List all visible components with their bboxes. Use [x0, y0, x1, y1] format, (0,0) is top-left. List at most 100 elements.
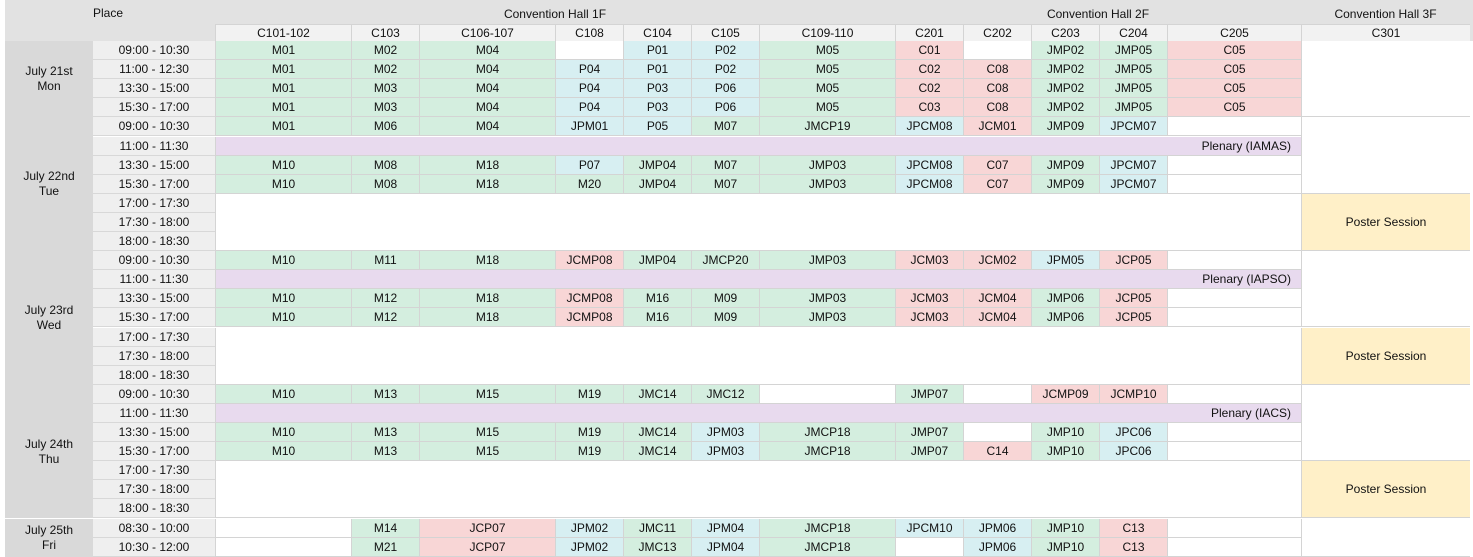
- session-cell: M05: [759, 98, 895, 118]
- session-cell: C08: [963, 79, 1031, 99]
- time-slot: 11:00 - 11:30: [93, 403, 215, 423]
- room-header: C204: [1099, 24, 1167, 41]
- session-cell: P06: [691, 79, 759, 99]
- session-cell: C01: [895, 41, 963, 61]
- empty-cell: [1301, 117, 1470, 194]
- session-cell: M01: [215, 41, 351, 61]
- room-header: C205: [1167, 24, 1301, 41]
- session-cell: M11: [351, 251, 419, 271]
- session-cell: M01: [215, 60, 351, 80]
- time-slot: 17:00 - 17:30: [93, 461, 215, 481]
- room-header: C101-102: [215, 24, 351, 41]
- session-cell: C05: [1167, 41, 1301, 61]
- session-cell: JPCM07: [1099, 174, 1167, 194]
- time-slot: 08:30 - 10:00: [93, 518, 215, 538]
- room-header: C108: [555, 24, 623, 41]
- session-cell: M10: [215, 289, 351, 309]
- session-cell: M10: [215, 384, 351, 404]
- session-cell: JMP03: [759, 289, 895, 309]
- session-cell: JCP05: [1099, 308, 1167, 328]
- time-slot: 13:30 - 15:00: [93, 79, 215, 99]
- room-header: C104: [623, 24, 691, 41]
- plenary-session: Plenary (IAMAS): [215, 136, 1301, 156]
- empty-cell: [1167, 155, 1301, 175]
- session-cell: C08: [963, 98, 1031, 118]
- session-cell: M07: [691, 117, 759, 137]
- session-cell: C07: [963, 155, 1031, 175]
- empty-cell: [215, 193, 1301, 252]
- session-cell: JMP09: [1031, 117, 1099, 137]
- session-cell: M16: [623, 289, 691, 309]
- session-cell: JPM01: [555, 117, 623, 137]
- room-header: C106-107: [419, 24, 555, 41]
- session-cell: C05: [1167, 79, 1301, 99]
- hall-header: Convention Hall 2F: [895, 4, 1301, 24]
- session-cell: M02: [351, 41, 419, 61]
- session-cell: M08: [351, 155, 419, 175]
- session-cell: JPC06: [1099, 423, 1167, 443]
- session-cell: JPM06: [963, 518, 1031, 538]
- empty-cell: [963, 423, 1031, 443]
- session-cell: JPM06: [963, 537, 1031, 557]
- session-cell: P04: [555, 79, 623, 99]
- session-cell: JMP02: [1031, 79, 1099, 99]
- session-cell: M05: [759, 79, 895, 99]
- session-cell: JMP07: [895, 423, 963, 443]
- empty-cell: [1301, 384, 1470, 462]
- hall-header: Convention Hall 1F: [215, 4, 895, 24]
- time-slot: 13:30 - 15:00: [93, 155, 215, 175]
- session-cell: JMP02: [1031, 41, 1099, 61]
- session-cell: JCP05: [1099, 289, 1167, 309]
- empty-cell: [1167, 117, 1301, 137]
- time-slot: 13:30 - 15:00: [93, 289, 215, 309]
- session-cell: M05: [759, 41, 895, 61]
- room-header: C103: [351, 24, 419, 41]
- session-cell: JPCM10: [895, 518, 963, 538]
- time-slot: 09:00 - 10:30: [93, 384, 215, 404]
- session-cell: M20: [555, 174, 623, 194]
- empty-cell: [1167, 384, 1301, 404]
- session-cell: JPCM07: [1099, 155, 1167, 175]
- empty-cell: [895, 537, 963, 557]
- session-cell: M04: [419, 60, 555, 80]
- session-cell: M01: [215, 117, 351, 137]
- plenary-session: Plenary (IACS): [215, 403, 1301, 423]
- session-cell: M19: [555, 423, 623, 443]
- session-cell: M01: [215, 79, 351, 99]
- session-cell: M10: [215, 442, 351, 462]
- session-cell: JMCP18: [759, 423, 895, 443]
- session-cell: M03: [351, 79, 419, 99]
- session-cell: JMP06: [1031, 308, 1099, 328]
- session-cell: P02: [691, 60, 759, 80]
- session-cell: M01: [215, 98, 351, 118]
- session-cell: M04: [419, 117, 555, 137]
- empty-cell: [215, 537, 351, 557]
- session-cell: JMP05: [1099, 79, 1167, 99]
- session-cell: JPM05: [1031, 251, 1099, 271]
- time-slot: 17:00 - 17:30: [93, 327, 215, 347]
- session-cell: JMC14: [623, 384, 691, 404]
- empty-cell: [1167, 423, 1301, 443]
- session-cell: C05: [1167, 98, 1301, 118]
- session-cell: M06: [351, 117, 419, 137]
- empty-cell: [215, 461, 1301, 519]
- session-cell: JMP04: [623, 155, 691, 175]
- session-cell: JPCM08: [895, 155, 963, 175]
- time-slot: 09:00 - 10:30: [93, 41, 215, 61]
- session-cell: M04: [419, 98, 555, 118]
- session-cell: M10: [215, 174, 351, 194]
- session-cell: C14: [963, 442, 1031, 462]
- place-label: Place: [93, 4, 153, 22]
- empty-cell: [1301, 518, 1470, 557]
- session-cell: M21: [351, 537, 419, 557]
- session-cell: M04: [419, 79, 555, 99]
- time-slot: 11:00 - 11:30: [93, 136, 215, 156]
- session-cell: P02: [691, 41, 759, 61]
- session-cell: M19: [555, 442, 623, 462]
- empty-cell: [1167, 518, 1301, 538]
- empty-cell: [1301, 41, 1470, 118]
- session-cell: JCP05: [1099, 251, 1167, 271]
- session-cell: JMP10: [1031, 423, 1099, 443]
- session-cell: JMC14: [623, 423, 691, 443]
- session-cell: M02: [351, 60, 419, 80]
